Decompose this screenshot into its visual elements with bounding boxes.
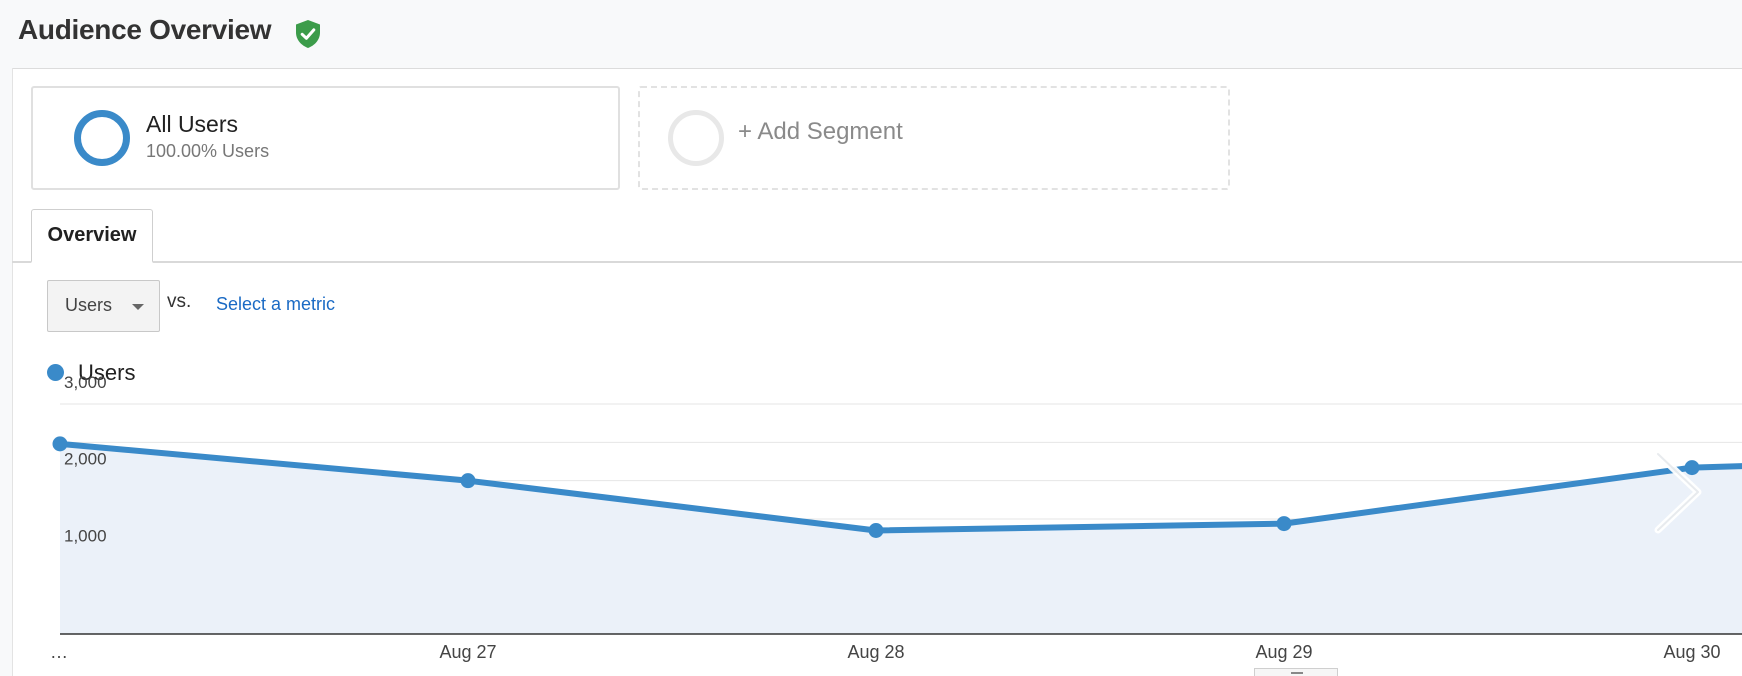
x-tick-label: Aug 30 [1663,642,1720,662]
data-point [460,473,476,489]
y-tick-label: 3,000 [64,373,107,392]
verified-shield-icon [296,20,320,48]
tab-overview[interactable]: Overview [31,209,153,263]
page-title: Audience Overview [18,14,272,45]
page-header: Audience Overview [0,0,1742,69]
users-series-line [57,440,1742,534]
chevron-right-icon[interactable] [1650,448,1706,536]
vs-label: vs. [167,291,192,312]
chart-resize-handle[interactable] [1254,668,1338,676]
data-point [1276,516,1292,532]
metric-dropdown[interactable]: Users [47,280,160,332]
data-point [868,523,884,538]
x-tick-label: Aug 28 [847,642,904,662]
x-tick-label: Aug 27 [439,642,496,662]
x-tick-label: Aug 29 [1255,642,1312,662]
select-metric-link[interactable]: Select a metric [216,294,336,314]
legend-users-label: Users [78,360,136,385]
tab-bar-divider [12,261,1742,263]
y-tick-label: 1,000 [64,526,107,545]
empty-segment-ring-icon [668,110,724,166]
segment-all-users[interactable]: All Users 100.00% Users [31,86,620,190]
add-segment-button[interactable]: + Add Segment [638,86,1230,190]
data-point [52,436,68,452]
caret-down-icon [132,304,144,310]
data-point [1684,460,1700,476]
users-area-fill [60,443,1742,634]
left-rail [0,68,13,676]
add-segment-label: + Add Segment [738,118,903,145]
segment-detail: 100.00% Users [146,141,270,161]
segment-name: All Users [146,111,239,137]
metric-dropdown-value: Users [65,295,113,315]
legend-users-dot [47,364,64,381]
x-tick-label: … [50,642,68,662]
segment-color-ring-icon [74,110,130,166]
y-tick-label: 2,000 [64,450,107,469]
